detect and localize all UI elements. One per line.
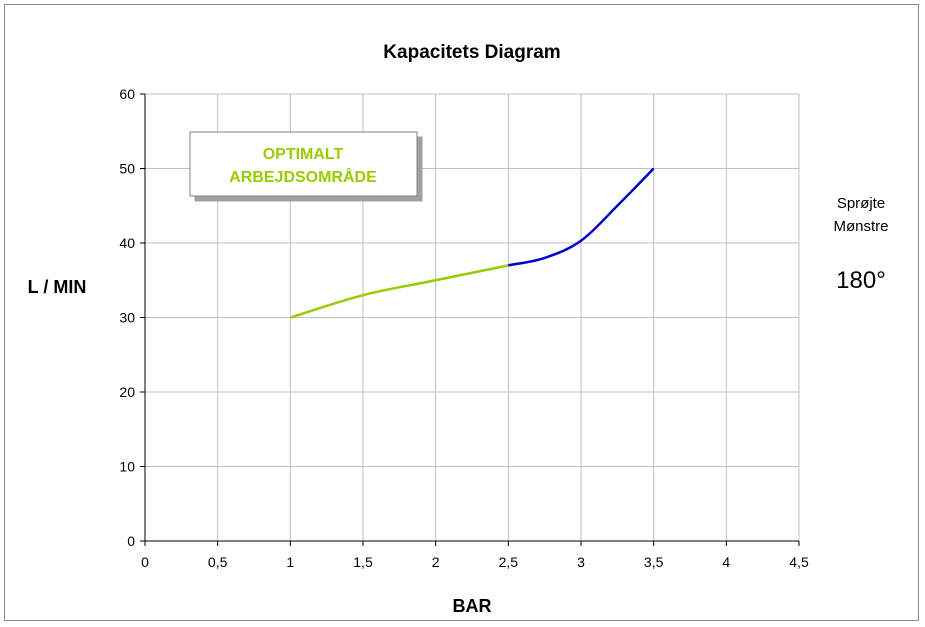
x-tick-label: 2	[432, 554, 440, 570]
x-tick-label: 3,5	[644, 554, 664, 570]
y-tick-labels: 0 10 20 30 40 50 60	[119, 86, 135, 549]
y-axis-title: L / MIN	[28, 277, 87, 297]
x-tick-label: 1	[286, 554, 294, 570]
y-tick-label: 50	[119, 161, 135, 177]
axes	[140, 93, 800, 546]
series-line-optimal	[289, 264, 509, 319]
annotation-box-rect	[189, 131, 418, 197]
x-tick-label: 4	[722, 554, 730, 570]
chart-title: Kapacitets Diagram	[383, 42, 560, 63]
spray-pattern-value: 180°	[836, 267, 886, 294]
y-tick-label: 60	[119, 86, 135, 102]
series-lines	[289, 167, 655, 319]
x-tick-label: 1,5	[353, 554, 373, 570]
y-tick-label: 20	[119, 384, 135, 400]
y-tick-label: 10	[119, 459, 135, 475]
annotation-line-2: ARBEJDSOMRÅDE	[229, 167, 377, 186]
spray-pattern-label-line-1: Sprøjte	[837, 195, 885, 212]
x-axis-title: BAR	[453, 596, 492, 616]
x-tick-labels: 0 0,5 1 1,5 2 2,5 3 3,5 4 4,5	[141, 554, 809, 570]
y-tick-label: 30	[119, 310, 135, 326]
x-tick-label: 0	[141, 554, 149, 570]
annotation-line-1: OPTIMALT	[263, 146, 344, 163]
annotation-box: OPTIMALT ARBEJDSOMRÅDE	[189, 131, 418, 197]
y-tick-label: 0	[127, 533, 135, 549]
x-tick-label: 3	[577, 554, 585, 570]
x-tick-label: 0,5	[208, 554, 228, 570]
series-line-high-pressure	[508, 167, 655, 267]
x-tick-label: 2,5	[499, 554, 519, 570]
spray-pattern-label-line-2: Mønstre	[833, 218, 888, 235]
x-tick-label: 4,5	[789, 554, 809, 570]
y-tick-label: 40	[119, 235, 135, 251]
chart-frame	[4, 4, 919, 621]
